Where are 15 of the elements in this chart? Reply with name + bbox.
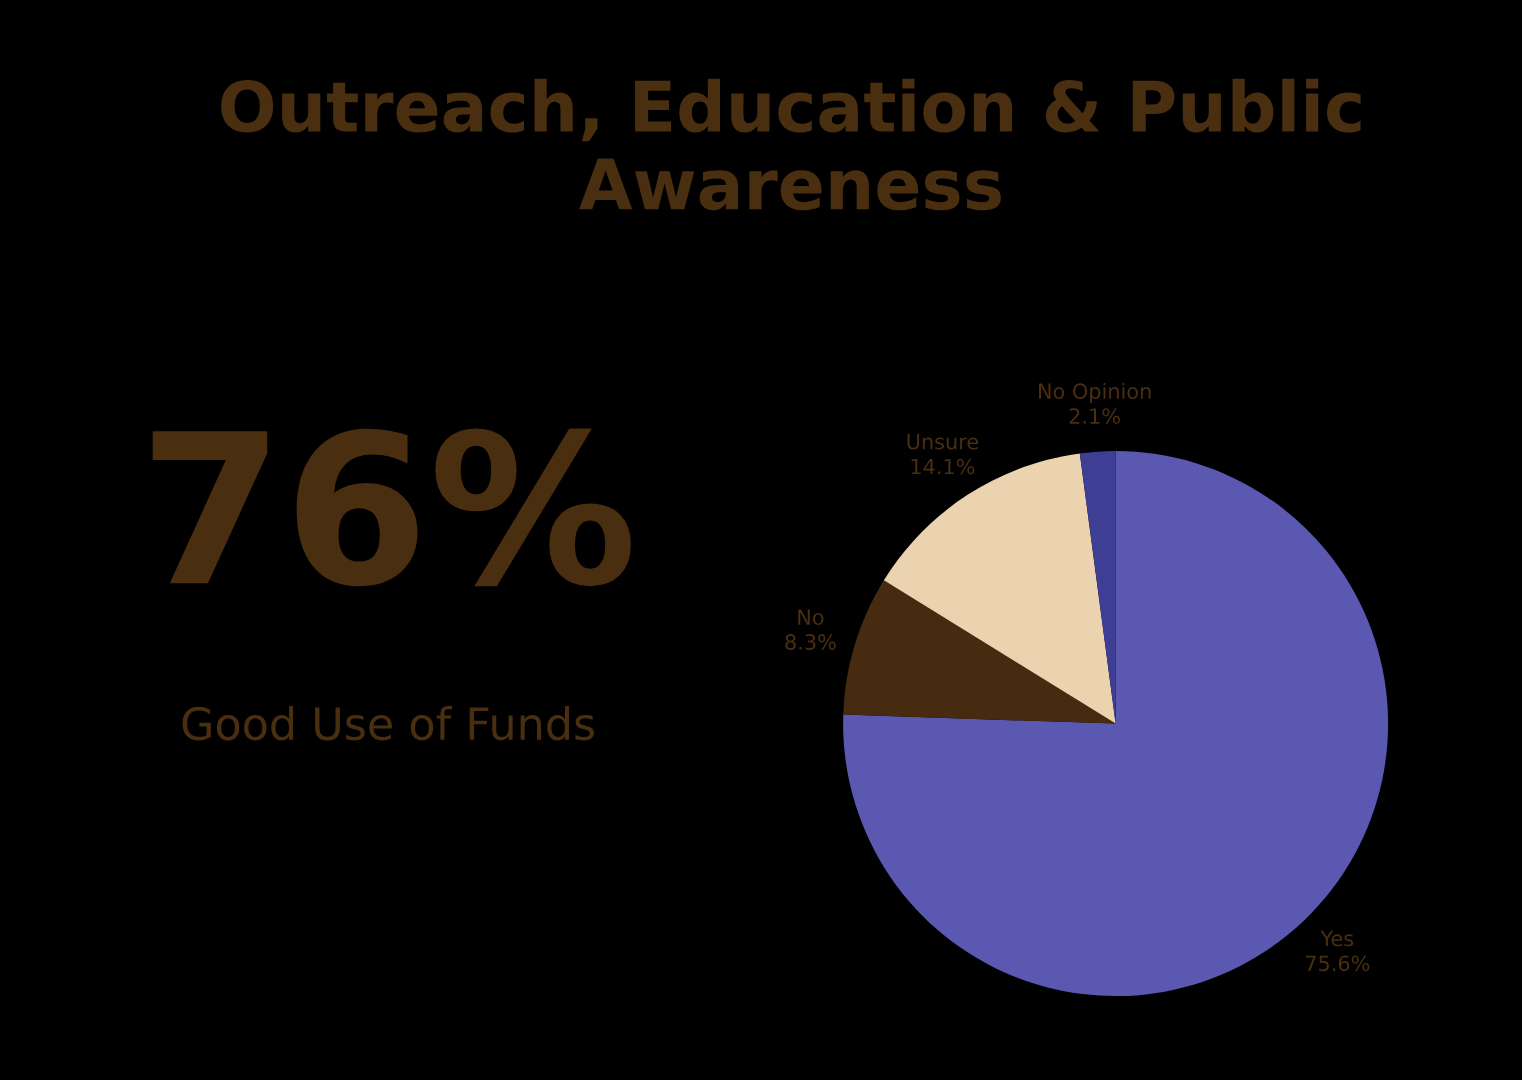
slice-label: Yes [1320,930,1354,947]
data-label: 8.3% [785,634,836,650]
data-label: 14.1% [911,458,975,475]
data-label: 75.6% [1305,955,1370,972]
slice-label: No [798,609,824,625]
text: Good Use of Funds [182,706,594,741]
pie-slice [843,451,1389,997]
chart-title: Outreach, Education & Public Awareness [221,78,1361,211]
slice-label: No Opinion [1039,382,1151,404]
pie-slice [883,453,1116,724]
data-label: 2.1% [1069,408,1120,424]
pie-slice [843,580,1116,724]
slice-label: Unsure [907,434,979,450]
pie-slice [1079,451,1116,724]
text: 76% [152,428,631,587]
